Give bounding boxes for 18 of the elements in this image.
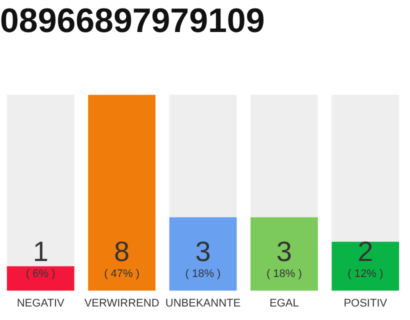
x-tick-label: UNBEKANNTE [165, 297, 241, 310]
x-tick-label: POSITIV [344, 297, 388, 310]
x-tick-label: NEGATIV [16, 297, 65, 310]
annotation: ( 6% ) [26, 268, 56, 280]
chart-title: 08966897979109 [0, 2, 265, 40]
annotation: ( 47% ) [104, 268, 140, 280]
x-tick-label: EGAL [270, 297, 299, 310]
data-label: 8 [114, 236, 130, 267]
data-label: 1 [32, 236, 48, 267]
x-tick-label: VERWIRREND [84, 297, 160, 310]
data-label: 2 [358, 236, 374, 267]
data-label: 3 [195, 236, 211, 267]
data-label: 3 [276, 236, 292, 267]
bar [6, 266, 74, 291]
bar [332, 242, 400, 291]
annotation: ( 12% ) [348, 268, 384, 280]
annotation: ( 18% ) [266, 268, 302, 280]
annotation: ( 18% ) [185, 268, 221, 280]
